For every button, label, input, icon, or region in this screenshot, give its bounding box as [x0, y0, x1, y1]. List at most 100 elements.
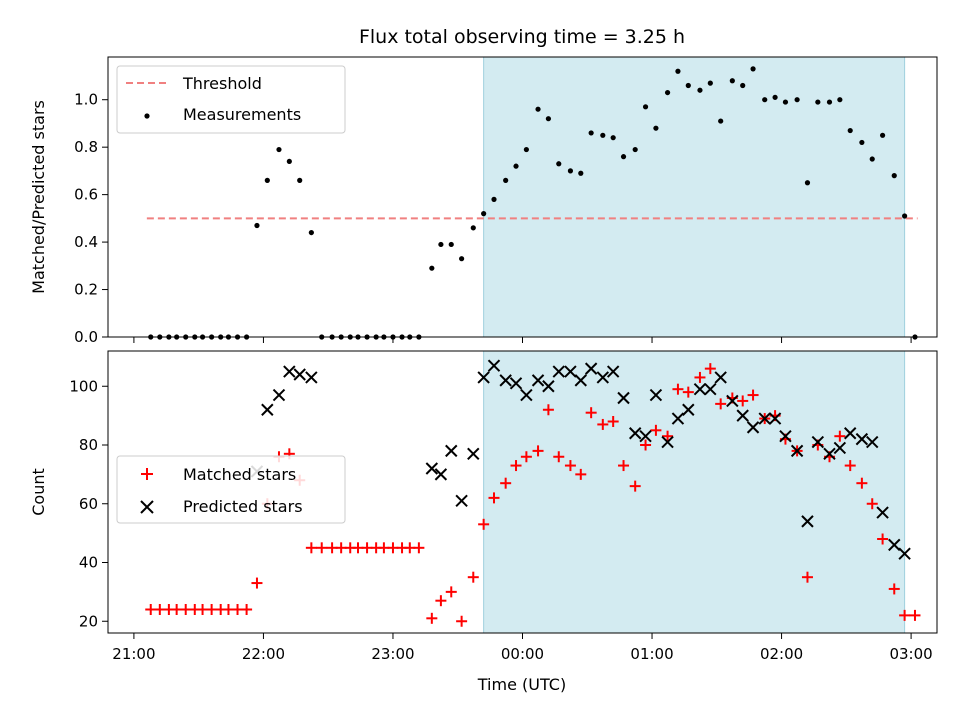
- measurement-point: [847, 127, 853, 134]
- predicted-star-point: [855, 432, 869, 446]
- predicted-legend-label: Predicted stars: [183, 497, 303, 516]
- matched-star-point: [500, 477, 512, 489]
- bot-ytick-label: 100: [69, 377, 98, 395]
- measurement-point: [503, 177, 509, 183]
- predicted-star-point: [293, 368, 306, 381]
- xtick-label: 21:00: [112, 645, 155, 663]
- predicted-star-point: [661, 435, 674, 449]
- matched-star-point: [662, 430, 674, 442]
- measurement-point: [685, 82, 691, 89]
- matched-star-point: [251, 577, 263, 589]
- matched-star-point: [305, 542, 317, 554]
- x-axis-label: Time (UTC): [477, 675, 566, 694]
- predicted-star-point: [714, 371, 727, 384]
- predicted-star-point: [726, 394, 739, 408]
- predicted-star-point: [425, 462, 439, 475]
- measurement-point: [869, 156, 875, 162]
- predicted-star-point: [628, 427, 642, 440]
- bottom-legend: Matched stars Predicted stars: [116, 455, 346, 524]
- measurement-point: [859, 139, 865, 146]
- predicted-star-point: [617, 391, 630, 405]
- predicted-star-point: [736, 409, 749, 422]
- matched-star-point: [467, 571, 479, 583]
- measurement-point: [588, 130, 594, 136]
- matched-star-point: [316, 542, 328, 554]
- top-legend: Threshold Measurements: [116, 65, 346, 134]
- top-ytick-label: 0.4: [74, 233, 98, 251]
- shaded-span-top: [483, 56, 906, 338]
- top-ytick-label: 0.2: [74, 281, 98, 299]
- xtick-label: 01:00: [630, 645, 673, 663]
- matched-star-point: [715, 398, 727, 410]
- xtick-label: 00:00: [501, 645, 544, 663]
- predicted-star-point: [639, 429, 652, 443]
- predicted-star-point: [671, 412, 685, 425]
- matched-star-point: [682, 386, 694, 398]
- top-ytick-label: 0.8: [74, 138, 98, 156]
- predicted-star-point: [768, 412, 782, 425]
- predicted-star-point: [704, 382, 717, 396]
- measurement-point: [470, 225, 476, 231]
- matched-star-point: [844, 460, 856, 472]
- predicted-star-point: [531, 374, 545, 387]
- matched-star-point: [640, 439, 652, 451]
- measurement-point: [254, 222, 260, 229]
- measurement-point: [610, 135, 616, 141]
- matched-star-point: [607, 416, 619, 427]
- matched-star-point: [488, 492, 500, 504]
- matched-star-point: [542, 404, 554, 416]
- matched-star-point: [575, 468, 587, 480]
- top-ytick-label: 0.6: [74, 186, 98, 204]
- xtick-label: 03:00: [889, 645, 932, 663]
- predicted-legend-swatch: [140, 500, 154, 514]
- matched-star-point: [585, 407, 597, 419]
- matched-star-point: [520, 451, 532, 463]
- bottom-y-axis-label: Count: [29, 468, 48, 516]
- measurement-point: [718, 118, 724, 124]
- measurement-point: [794, 97, 800, 103]
- matched-star-point: [532, 445, 544, 457]
- matched-star-point: [672, 383, 684, 395]
- measurement-point: [481, 211, 487, 217]
- bot-ytick-label: 40: [79, 554, 98, 572]
- matched-star-point: [856, 477, 868, 489]
- chart-title: Flux total observing time = 3.25 h: [359, 26, 685, 48]
- matched-star-point: [241, 604, 253, 615]
- measurement-point: [707, 80, 713, 86]
- top-y-axis-label: Matched/Predicted stars: [29, 100, 48, 294]
- matched-star-point: [435, 595, 447, 607]
- predicted-star-point: [823, 447, 836, 461]
- measurement-point: [902, 213, 908, 219]
- measurement-point: [632, 146, 638, 153]
- xtick-label: 02:00: [760, 645, 803, 663]
- measurement-point: [772, 94, 778, 100]
- matched-legend-swatch: [141, 468, 153, 480]
- predicted-star-point: [520, 388, 533, 402]
- predicted-star-point: [649, 388, 663, 402]
- measurement-point: [675, 68, 681, 74]
- measurement-point: [879, 132, 886, 138]
- measurement-point: [762, 97, 768, 103]
- predicted-star-point: [682, 403, 695, 416]
- measurement-point: [578, 170, 584, 176]
- measurement-point: [535, 106, 541, 112]
- measurement-point: [429, 265, 435, 271]
- predicted-star-point: [833, 441, 847, 455]
- predicted-star-point: [564, 365, 577, 378]
- measurement-point: [642, 104, 649, 110]
- predicted-star-point: [509, 377, 523, 390]
- measurement-point: [523, 146, 529, 153]
- shaded-span-bottom: [483, 350, 906, 634]
- measurement-point: [567, 168, 574, 174]
- measurement-point: [815, 99, 821, 105]
- top-ytick-label: 1.0: [74, 91, 98, 109]
- predicted-star-point: [779, 429, 792, 443]
- measurement-point: [459, 256, 465, 262]
- predicted-star-point: [606, 365, 620, 378]
- measurement-point: [513, 163, 519, 169]
- measurement-point: [438, 241, 444, 248]
- predicted-star-point: [790, 444, 804, 458]
- predicted-star-point: [542, 380, 555, 393]
- measurement-point: [308, 229, 314, 236]
